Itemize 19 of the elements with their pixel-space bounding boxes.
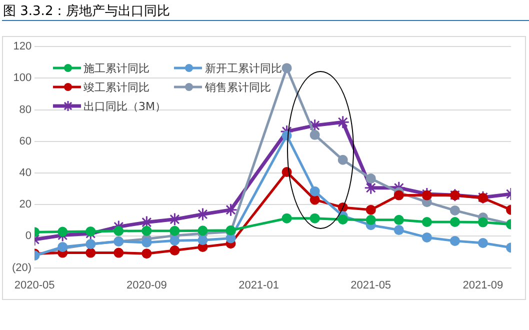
x-tick-label: 2020-09 xyxy=(126,279,167,292)
legend-label: 销售累计同比 xyxy=(205,80,272,95)
legend-label: 出口同比（3M） xyxy=(84,98,166,114)
y-tick-label: 80 xyxy=(19,104,32,116)
x-tick-label: 2021-05 xyxy=(350,279,392,292)
x-tick-label: 2020-05 xyxy=(14,279,55,292)
y-tick-label: 20 xyxy=(19,198,32,211)
legend-label: 施工累计同比 xyxy=(84,60,150,76)
y-tick-label: 40 xyxy=(19,167,32,180)
y-tick-label: 0 xyxy=(25,230,32,242)
y-tick-label: 60 xyxy=(19,135,32,148)
legend-label: 竣工累计同比 xyxy=(84,80,150,95)
y-tick-label: 100 xyxy=(13,72,32,84)
y-tick-label: (20) xyxy=(12,262,32,274)
legend-label: 新开工累计同比 xyxy=(205,60,282,76)
x-tick-label: 2021-01 xyxy=(238,279,279,292)
x-tick-label: 2021-09 xyxy=(462,279,504,292)
chart-title: 图 3.3.2：房地产与出口同比 xyxy=(3,3,170,20)
y-tick-label: 120 xyxy=(13,40,32,53)
